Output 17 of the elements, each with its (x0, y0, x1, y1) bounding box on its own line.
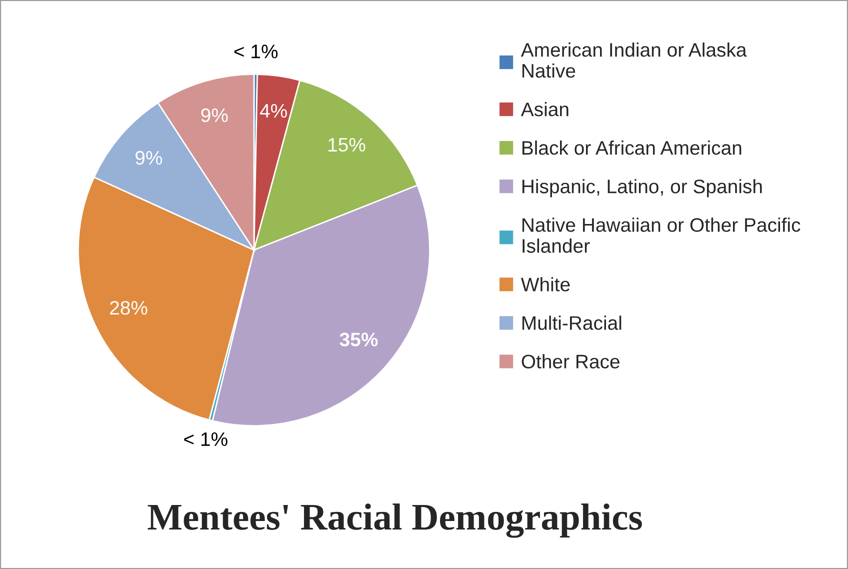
data-label: 15% (328, 138, 366, 152)
text: Mentees' Racial Demographics (148, 503, 642, 538)
data-label: < 1% (234, 44, 278, 58)
legend-label: White (520, 277, 570, 292)
legend-label: Native Hawaiian or Other Pacific Islander (522, 218, 800, 253)
legend-label: Multi-Racial (522, 316, 622, 330)
data-label: 9% (201, 108, 228, 122)
data-label: 35% (340, 332, 378, 346)
data-label: < 1% (184, 432, 228, 446)
legend-label: Black or African American (522, 140, 742, 155)
legend-label: Hispanic, Latino, or Spanish (522, 179, 762, 198)
legend-label: Asian (520, 102, 568, 116)
data-label: 4% (260, 104, 287, 118)
legend-label: Other Race (522, 354, 620, 368)
data-label: 28% (110, 300, 148, 315)
data-label: 9% (136, 150, 162, 165)
legend-label: American Indian or Alaska Native (520, 42, 747, 78)
